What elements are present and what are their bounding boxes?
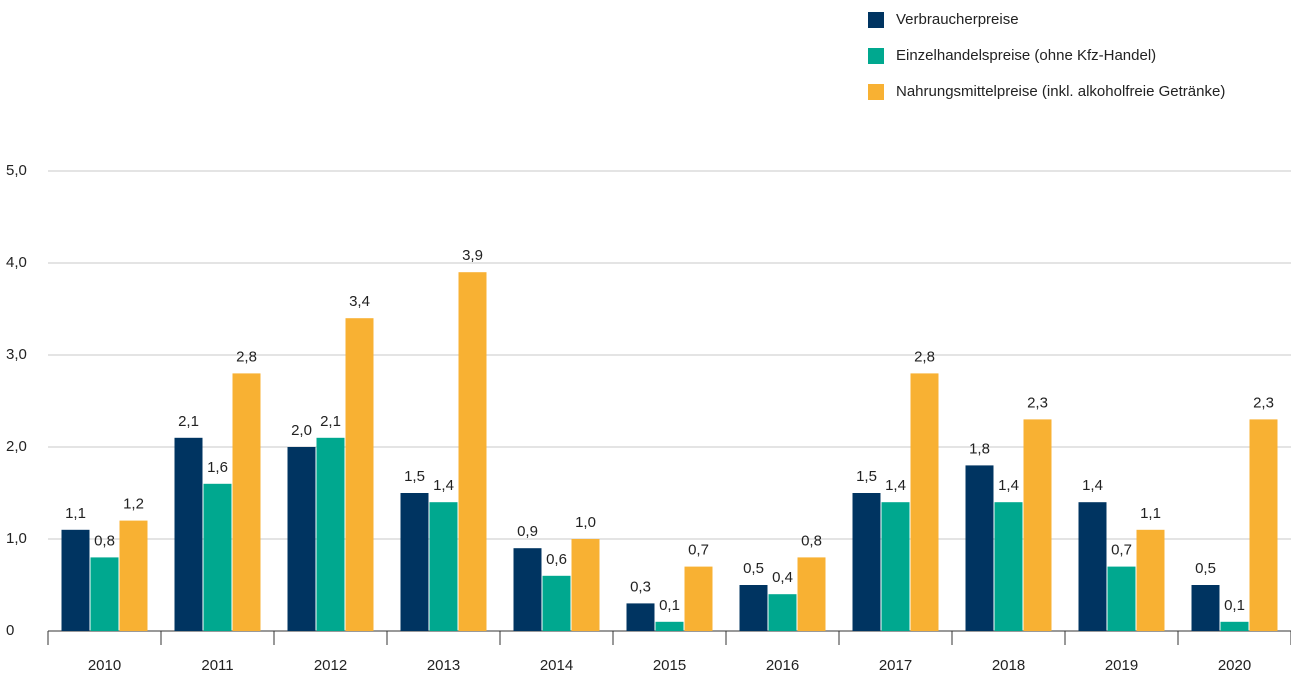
bar xyxy=(513,548,542,631)
y-tick-label: 1,0 xyxy=(6,530,27,547)
bar xyxy=(203,483,232,631)
value-label: 1,5 xyxy=(404,468,425,485)
value-label: 2,3 xyxy=(1253,394,1274,411)
value-label: 1,5 xyxy=(856,468,877,485)
x-tick-label: 2010 xyxy=(88,657,121,674)
value-label: 0,9 xyxy=(517,523,538,540)
value-label: 2,8 xyxy=(914,348,935,365)
bar xyxy=(1191,585,1220,631)
bar xyxy=(626,603,655,631)
value-label: 1,1 xyxy=(1140,505,1161,522)
value-label: 2,0 xyxy=(291,422,312,439)
value-label: 1,8 xyxy=(969,440,990,457)
legend-swatch xyxy=(868,12,884,28)
bar xyxy=(1078,502,1107,631)
value-label: 1,0 xyxy=(575,514,596,531)
value-label: 0,4 xyxy=(772,569,793,586)
bar xyxy=(1220,621,1249,631)
bar xyxy=(768,594,797,631)
value-label: 0,8 xyxy=(801,532,822,549)
bar xyxy=(345,318,374,631)
bar xyxy=(287,447,316,631)
legend-swatch xyxy=(868,84,884,100)
value-label: 0,1 xyxy=(1224,597,1245,614)
bar xyxy=(571,539,600,631)
value-label: 2,3 xyxy=(1027,394,1048,411)
value-label: 0,6 xyxy=(546,551,567,568)
bar xyxy=(797,557,826,631)
value-label: 0,1 xyxy=(659,597,680,614)
value-label: 3,4 xyxy=(349,293,370,310)
bar xyxy=(1136,529,1165,631)
value-label: 0,5 xyxy=(1195,560,1216,577)
x-tick-label: 2016 xyxy=(766,657,799,674)
value-label: 0,3 xyxy=(630,578,651,595)
value-label: 2,1 xyxy=(320,413,341,430)
bar xyxy=(90,557,119,631)
bar xyxy=(1023,419,1052,631)
value-label: 1,4 xyxy=(998,477,1019,494)
bar xyxy=(119,520,148,631)
bar xyxy=(881,502,910,631)
legend-swatch xyxy=(868,48,884,64)
legend-label: Nahrungsmittelpreise (inkl. alkoholfreie… xyxy=(896,83,1225,100)
bar xyxy=(429,502,458,631)
x-tick-label: 2014 xyxy=(540,657,573,674)
bar xyxy=(994,502,1023,631)
bar xyxy=(739,585,768,631)
x-tick-label: 2012 xyxy=(314,657,347,674)
bar xyxy=(61,529,90,631)
value-label: 0,8 xyxy=(94,532,115,549)
legend-label: Einzelhandelspreise (ohne Kfz-Handel) xyxy=(896,47,1156,64)
value-label: 1,4 xyxy=(433,477,454,494)
bar xyxy=(316,437,345,631)
bar xyxy=(174,437,203,631)
bar xyxy=(1249,419,1278,631)
y-tick-label: 0 xyxy=(6,622,14,639)
bar xyxy=(910,373,939,631)
value-label: 2,1 xyxy=(178,413,199,430)
x-tick-label: 2019 xyxy=(1105,657,1138,674)
bar xyxy=(1107,566,1136,631)
bar xyxy=(684,566,713,631)
y-tick-label: 4,0 xyxy=(6,254,27,271)
value-label: 2,8 xyxy=(236,348,257,365)
x-tick-label: 2015 xyxy=(653,657,686,674)
value-label: 1,6 xyxy=(207,459,228,476)
bar xyxy=(458,272,487,631)
value-label: 0,7 xyxy=(1111,542,1132,559)
value-label: 3,9 xyxy=(462,247,483,264)
x-tick-label: 2020 xyxy=(1218,657,1251,674)
value-label: 0,5 xyxy=(743,560,764,577)
x-tick-label: 2017 xyxy=(879,657,912,674)
legend-label: Verbraucherpreise xyxy=(896,11,1019,28)
bar xyxy=(852,493,881,631)
x-tick-label: 2018 xyxy=(992,657,1025,674)
bar xyxy=(400,493,429,631)
bar xyxy=(232,373,261,631)
value-label: 1,4 xyxy=(885,477,906,494)
y-tick-label: 3,0 xyxy=(6,346,27,363)
y-tick-label: 2,0 xyxy=(6,438,27,455)
value-label: 1,4 xyxy=(1082,477,1103,494)
value-label: 1,2 xyxy=(123,496,144,513)
y-tick-label: 5,0 xyxy=(6,162,27,179)
bar xyxy=(655,621,684,631)
value-label: 0,7 xyxy=(688,542,709,559)
bar xyxy=(542,575,571,631)
value-label: 1,1 xyxy=(65,505,86,522)
x-tick-label: 2013 xyxy=(427,657,460,674)
bar xyxy=(965,465,994,631)
x-tick-label: 2011 xyxy=(201,657,233,674)
